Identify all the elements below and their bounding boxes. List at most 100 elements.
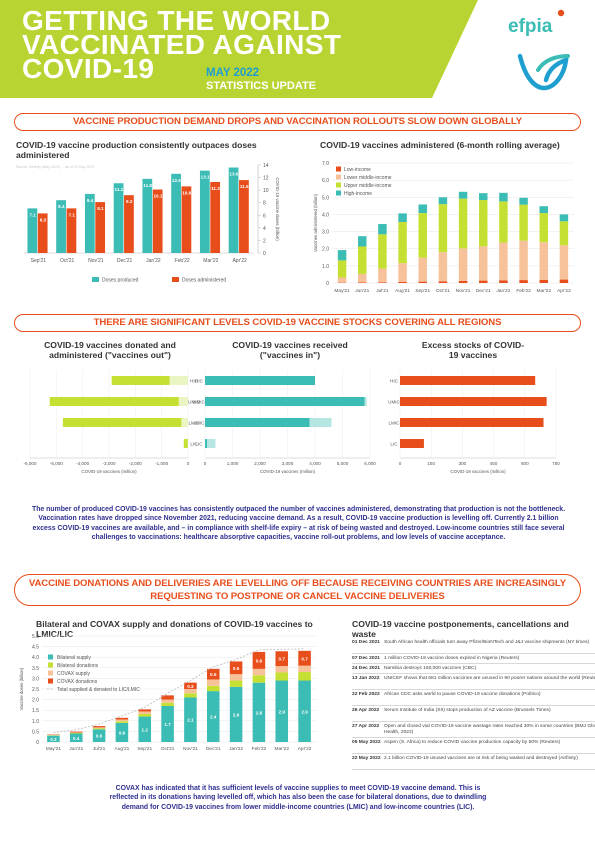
bar-doses-administered — [210, 181, 221, 253]
x-tick-label: Jul'21 — [376, 288, 389, 294]
x-tick-label: Mar'22 — [203, 258, 218, 264]
bar-doses-administered — [124, 195, 134, 253]
category-label: LIC — [390, 442, 398, 447]
stack-upper-middle-income — [337, 260, 347, 278]
stack-bilateral-donations — [206, 685, 220, 692]
y-tick-label: 4.0 — [322, 212, 329, 218]
legend-swatch — [92, 277, 99, 282]
section3-banner-line-2: REQUESTING TO POSTPONE OR CANCEL VACCINE… — [150, 591, 445, 602]
segment-value-label: 1.7 — [164, 722, 171, 727]
header-subtitle: STATISTICS UPDATE — [206, 80, 316, 92]
y-tick-label: 3.0 — [322, 230, 329, 236]
category-label: UMIC — [193, 400, 205, 405]
segment-value-label: 2.8 — [256, 710, 263, 715]
bar-value-label: 13.6 — [229, 172, 238, 177]
stack-bilateral-donations — [115, 721, 129, 723]
category-label: HIC — [195, 379, 204, 384]
bar-doses-produced — [142, 178, 153, 253]
hbar-received-vaccine-donations-in- — [207, 439, 216, 448]
x-tick-label: Jan'22 — [229, 746, 243, 752]
legend-label: Doses administered — [182, 278, 226, 284]
timeline-date: 01 Dec 2021 — [352, 640, 381, 645]
x-tick-label: Oct'21 — [60, 258, 75, 264]
y-tick-label: 0 — [326, 281, 329, 287]
timeline-title: COVID-19 vaccine postponements, cancella… — [352, 619, 569, 639]
stack-high-income — [499, 192, 508, 202]
x-tick-label: Feb'22 — [175, 258, 190, 264]
x-tick-label: 5,000 — [337, 461, 349, 466]
efpia-logo-star-icon — [557, 9, 565, 17]
bar-value-label: 11.6 — [240, 184, 249, 189]
segment-value-label: 0.6 — [233, 666, 240, 671]
segment-value-label: 0.7 — [301, 656, 308, 661]
timeline-date: 22 Feb 2022 — [352, 692, 380, 697]
stack-covax-supply — [138, 711, 152, 715]
x-tick-label: Mar'22 — [536, 288, 551, 294]
category-label: LIC — [190, 442, 198, 447]
bar-doses-produced — [228, 167, 239, 253]
stack-covax-supply — [161, 699, 174, 703]
stack-covax-supply — [298, 665, 311, 673]
y-axis-label: Vaccine doses (billion) — [19, 667, 24, 710]
segment-value-label: 0.8 — [256, 658, 263, 663]
timeline-date: 13 Jan 2022 — [352, 676, 380, 681]
bar-value-label: 10.6 — [182, 190, 191, 195]
section2-banner: THERE ARE SIGNIFICANT LEVELS COVID-19 VA… — [14, 314, 581, 332]
stack-covax-donations — [184, 682, 197, 689]
y-tick-label: 14 — [263, 163, 269, 169]
timeline-row: 24 Dec 2021 Namibia destroys 150,000 vacc… — [352, 666, 595, 674]
stack-high-income — [398, 213, 407, 222]
stack-low-income — [458, 280, 468, 283]
bar-value-label: 7.1 — [29, 212, 36, 217]
bar-doses-produced — [84, 193, 95, 253]
y-tick-label: 8 — [263, 201, 266, 207]
bar-value-label: 10.1 — [153, 194, 162, 199]
bar-value-label: 8.1 — [97, 206, 104, 211]
hbar-bilateral-supply — [205, 376, 315, 385]
header-green-banner — [0, 0, 478, 98]
bar-doses-produced — [113, 183, 124, 253]
x-axis-label: COVID-19 vaccines (million) — [260, 469, 316, 474]
stack-low-income — [358, 282, 367, 283]
stack-bilateral-donations — [161, 702, 174, 706]
x-tick-label: Jun'21 — [355, 288, 369, 294]
stack-covax-supply — [252, 668, 266, 676]
y-tick-label: 0.5 — [32, 729, 39, 735]
y-tick-label: 5.0 — [32, 634, 39, 640]
x-tick-label: Mar'22 — [274, 746, 289, 752]
total-line — [53, 648, 305, 733]
bar-doses-administered — [181, 186, 192, 253]
x-tick-label: Oct'21 — [161, 746, 175, 752]
administered-chart: 0 1.0 2.0 3.0 4.0 5.0 6.0 7.0 Vaccines administe… — [313, 161, 574, 294]
stack-high-income — [358, 236, 367, 247]
hbar-vaccinations — [183, 439, 188, 448]
timeline-date: 05 May 2022 — [352, 740, 381, 745]
x-tick-label: 600 — [521, 461, 529, 466]
stack-high-income — [479, 193, 488, 201]
x-tick-label: Nov'21 — [183, 746, 198, 752]
legend-label: Doses produced — [102, 278, 139, 284]
segment-value-label: 0.3 — [50, 737, 57, 742]
hbar-excess-stocks — [400, 376, 536, 385]
category-label: HIC — [390, 379, 399, 384]
segment-value-label: 1.2 — [142, 727, 149, 732]
stack-bilateral-supply — [229, 686, 243, 742]
stack-covax-supply — [206, 679, 220, 686]
x-tick-label: 300 — [459, 461, 467, 466]
x-tick-label: Jan'22 — [146, 258, 161, 264]
section1-banner: VACCINE PRODUCTION DEMAND DROPS AND VACC… — [14, 113, 581, 131]
x-tick-label: 6,000 — [364, 461, 376, 466]
stack-lower-middle-income — [378, 268, 387, 283]
stack-bilateral-supply — [252, 682, 266, 742]
legend-swatch — [48, 654, 53, 660]
timeline-date: 22 May 2022 — [352, 756, 381, 761]
hbar-received-vaccine-donations-in- — [309, 418, 332, 427]
hbar-bilateral-supply — [205, 397, 365, 406]
y-tick-label: 0 — [36, 740, 39, 746]
stack-covax-supply — [184, 689, 197, 694]
stack-lower-middle-income — [337, 277, 347, 283]
bar-value-label: 13.1 — [201, 175, 210, 180]
hbar-vaccines-donated-out- — [178, 397, 188, 406]
bar-value-label: 9.4 — [87, 198, 94, 203]
segment-value-label: 0.6 — [96, 734, 103, 739]
